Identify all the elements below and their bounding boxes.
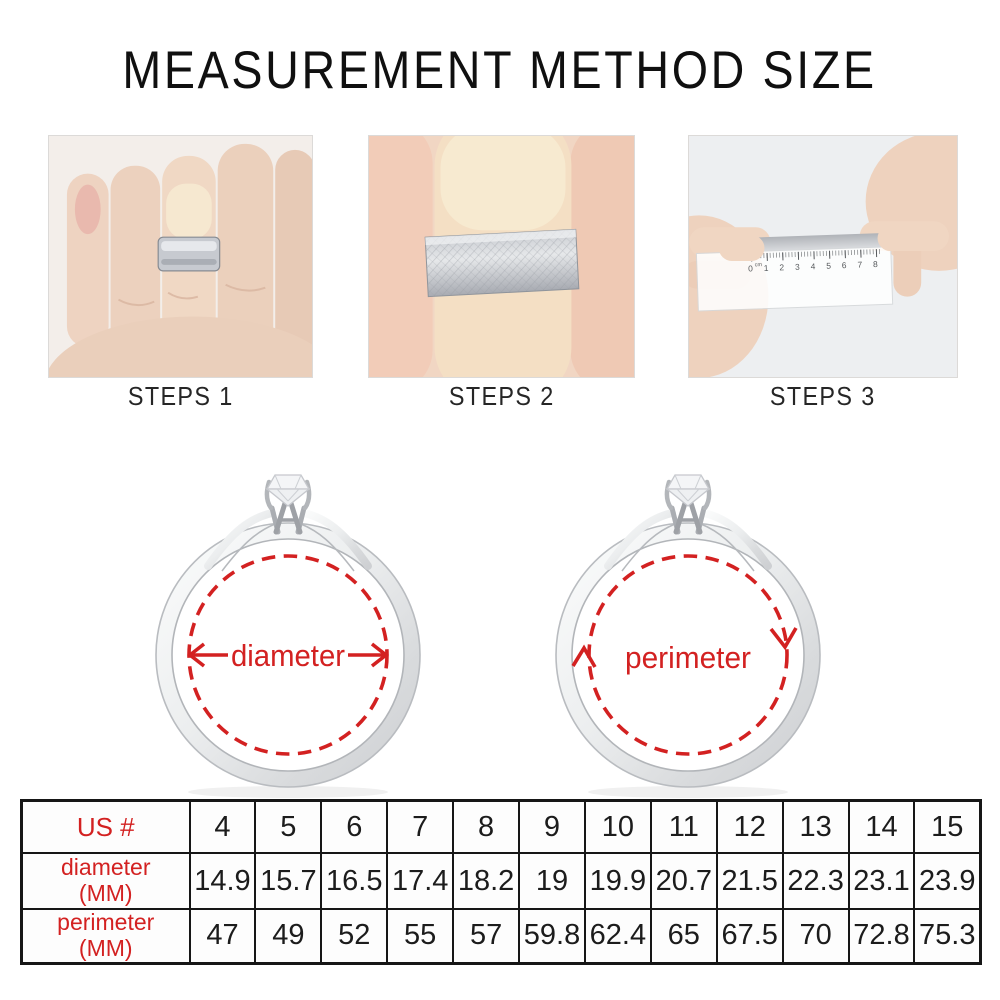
table-row-us-size: US # 4 5 6 7 8 9 10 11 12 13 14 15 (20, 799, 982, 854)
svg-text:2: 2 (779, 262, 784, 272)
ruler-numbers: 0 cm 1 2 3 4 5 6 7 8 (748, 259, 878, 274)
ring-band (555, 509, 821, 788)
page-title: MEASUREMENT METHOD SIZE (0, 40, 1000, 101)
svg-text:7: 7 (857, 260, 862, 270)
us-size-cell: 15 (913, 799, 982, 854)
perimeter-cell: 52 (320, 908, 389, 964)
us-size-cell: 7 (386, 799, 455, 854)
us-size-cell: 9 (518, 799, 586, 854)
row-header-unit: (MM) (78, 880, 133, 906)
ring-head (664, 479, 712, 535)
svg-text:8: 8 (873, 259, 878, 269)
adjacent-finger-left (369, 136, 433, 377)
us-size-cell: 12 (715, 799, 784, 854)
perimeter-label: perimeter (625, 640, 751, 675)
ruler: 0 cm 1 2 3 4 5 6 7 8 (695, 233, 894, 312)
perimeter-cell: 59.8 (518, 908, 586, 964)
adjacent-finger-right (570, 136, 634, 377)
perimeter-cell: 55 (386, 908, 455, 964)
left-fingertip (718, 235, 765, 261)
step3-caption: STEPS 3 (770, 381, 876, 411)
ring-diagram-diameter: diameter (148, 468, 428, 800)
diameter-cell: 20.7 (649, 852, 718, 910)
perimeter-cell: 70 (781, 908, 850, 964)
row-header-us-size: US # (20, 799, 191, 854)
row-header-diameter: diameter (MM) (20, 852, 191, 910)
ring-shadow (188, 786, 388, 798)
diameter-cell: 18.2 (452, 852, 521, 910)
hand-with-ring-illustration (49, 136, 312, 377)
svg-text:5: 5 (826, 261, 831, 271)
svg-text:1: 1 (764, 263, 769, 273)
perimeter-arrows (571, 627, 798, 668)
perimeter-cell: 65 (649, 908, 718, 964)
ruler-unit-label: cm (755, 262, 763, 268)
diameter-cell: 15.7 (254, 852, 323, 910)
row-header-perimeter: perimeter (MM) (20, 908, 191, 964)
diameter-cell: 14.9 (188, 852, 257, 910)
diameter-arrow (187, 642, 389, 668)
svg-text:6: 6 (842, 260, 847, 270)
diamond-icon (665, 474, 711, 507)
perimeter-cell: 47 (188, 908, 257, 964)
us-size-cell: 5 (254, 799, 323, 854)
finger-wrapped-illustration (369, 136, 634, 377)
ring-band (155, 509, 421, 788)
us-size-cell: 13 (781, 799, 850, 854)
perimeter-cell: 57 (452, 908, 521, 964)
diameter-cell: 22.3 (781, 852, 850, 910)
page-title-text: MEASUREMENT METHOD SIZE (122, 41, 878, 100)
ring-shadow (588, 786, 788, 798)
diameter-label: diameter (231, 638, 345, 673)
us-size-cell: 14 (847, 799, 916, 854)
step3-photo: 0 cm 1 2 3 4 5 6 7 8 (688, 135, 958, 378)
diameter-cell: 16.5 (320, 852, 389, 910)
svg-text:0: 0 (748, 263, 753, 273)
arrow-up-icon (571, 644, 597, 668)
right-fingertip (877, 225, 940, 252)
knuckle-creases (118, 283, 266, 307)
step1-caption: STEPS 1 (127, 381, 234, 411)
hand-illustration (49, 143, 312, 377)
ring-head (264, 479, 312, 535)
us-size-cell: 4 (188, 799, 257, 854)
row-header-label: perimeter (57, 909, 155, 935)
ring-size-table: US # 4 5 6 7 8 9 10 11 12 13 14 15 diame… (20, 799, 982, 965)
svg-text:4: 4 (810, 261, 815, 271)
perimeter-cell: 49 (254, 908, 323, 964)
diamond-icon (265, 474, 311, 507)
ring-on-finger (157, 236, 221, 272)
us-size-cell: 11 (649, 799, 718, 854)
us-size-cell: 6 (320, 799, 389, 854)
ring-diagram-perimeter: perimeter (548, 468, 828, 800)
ruler-ticks-major (749, 248, 883, 262)
diameter-cell: 19.9 (583, 852, 652, 910)
thumb-nail (74, 184, 101, 235)
step1-photo (48, 135, 313, 378)
row-header-unit: (MM) (78, 934, 133, 961)
diameter-cell: 23.1 (847, 852, 916, 910)
row-header-label: diameter (61, 854, 151, 881)
perimeter-cell: 62.4 (583, 908, 652, 964)
table-row-perimeter: perimeter (MM) 47 49 52 55 57 59.8 62.4 … (20, 908, 982, 964)
arrow-down-icon (769, 627, 798, 651)
us-size-cell: 8 (452, 799, 521, 854)
perimeter-cell: 72.8 (847, 908, 916, 964)
perimeter-cell: 67.5 (715, 908, 784, 964)
diameter-cell: 21.5 (715, 852, 784, 910)
table-row-diameter: diameter (MM) 14.9 15.7 16.5 17.4 18.2 1… (20, 852, 982, 910)
diameter-cell: 17.4 (386, 852, 455, 910)
foil-wrap (424, 228, 580, 298)
us-size-cell: 10 (583, 799, 652, 854)
ruler-measuring-illustration: 0 cm 1 2 3 4 5 6 7 8 (689, 136, 957, 377)
svg-text:3: 3 (795, 262, 800, 272)
step2-caption: STEPS 2 (448, 381, 555, 411)
diameter-cell: 19 (518, 852, 586, 910)
perimeter-cell: 75.3 (913, 908, 982, 964)
step2-photo (368, 135, 635, 378)
diameter-cell: 23.9 (913, 852, 982, 910)
